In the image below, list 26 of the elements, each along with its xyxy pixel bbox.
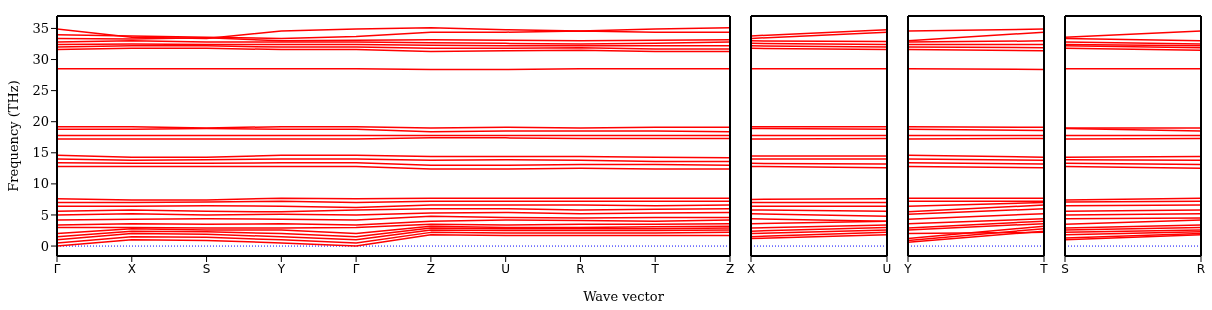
x-tick-label: Z — [426, 261, 436, 276]
y-tick-label: 5 — [40, 207, 49, 223]
y-tick-label: 35 — [32, 21, 49, 37]
y-tick-label: 20 — [32, 114, 49, 130]
x-tick-label: Y — [276, 261, 286, 276]
x-tick-label: U — [882, 261, 892, 276]
x-tick-label: Γ — [53, 261, 61, 276]
y-tick-label: 25 — [32, 83, 49, 99]
x-tick-label: Γ — [352, 261, 360, 276]
y-axis-title: Frequency (THz) — [5, 80, 21, 192]
x-tick-label: T — [1039, 261, 1049, 276]
x-tick-label: T — [650, 261, 660, 276]
x-tick-label: R — [576, 261, 585, 276]
y-tick-label: 10 — [32, 176, 49, 192]
y-tick-label: 15 — [32, 145, 49, 161]
x-tick-label: Z — [725, 261, 735, 276]
y-tick-label: 0 — [40, 238, 49, 254]
x-tick-label: Y — [903, 261, 913, 276]
x-tick-label: S — [1061, 261, 1069, 276]
x-tick-label: X — [127, 261, 136, 276]
x-axis-title: Wave vector — [583, 289, 665, 304]
x-tick-label: R — [1196, 261, 1206, 276]
x-tick-label: U — [501, 261, 511, 276]
x-tick-label: S — [202, 261, 211, 276]
y-tick-label: 30 — [32, 52, 49, 68]
x-tick-label: X — [746, 261, 756, 276]
